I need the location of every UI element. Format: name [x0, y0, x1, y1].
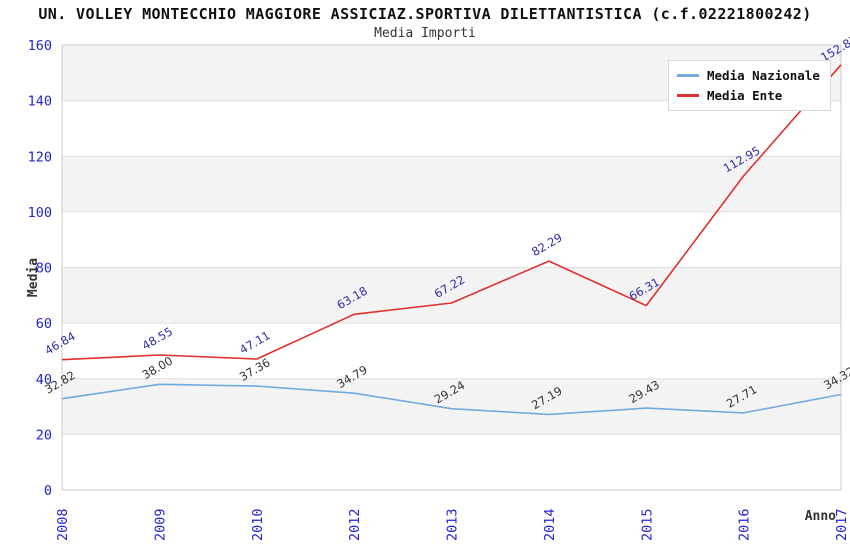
- plot-border: [61, 44, 842, 491]
- y-tick-label: 0: [44, 483, 52, 499]
- x-tick-label: 2010: [250, 508, 266, 541]
- y-tick-label: 140: [28, 94, 52, 110]
- legend-label: Media Ente: [707, 88, 783, 103]
- plot-band: [62, 378, 841, 435]
- x-tick-label: 2008: [55, 508, 71, 541]
- legend-line-swatch-blue: [677, 74, 699, 77]
- series-line-1: [61, 64, 842, 361]
- chart-subtitle: Media Importi: [374, 26, 476, 41]
- x-tick-label: 2017: [834, 508, 850, 541]
- legend: Media Nazionale Media Ente: [668, 60, 831, 111]
- x-tick-label: 2013: [445, 508, 461, 541]
- plot-band: [62, 156, 841, 212]
- legend-label: Media Nazionale: [707, 68, 820, 83]
- x-axis-title: Anno: [804, 509, 836, 524]
- x-tick-label: 2014: [542, 508, 558, 541]
- chart-title: UN. VOLLEY MONTECCHIO MAGGIORE ASSICIAZ.…: [38, 5, 812, 23]
- x-tick-label: 2009: [152, 508, 168, 541]
- y-tick-label: 40: [36, 372, 52, 388]
- y-tick-label: 60: [36, 316, 52, 332]
- x-tick-label: 2016: [737, 508, 753, 541]
- legend-item-media-nazionale: Media Nazionale: [677, 68, 820, 83]
- x-tick-label: 2015: [639, 508, 655, 541]
- x-tick-label: 2012: [347, 508, 363, 541]
- series-line-0: [61, 383, 842, 416]
- legend-item-media-ente: Media Ente: [677, 88, 820, 103]
- legend-line-swatch-red: [677, 94, 699, 97]
- plot-band: [62, 267, 841, 324]
- y-tick-label: 80: [36, 261, 52, 277]
- y-tick-label: 100: [28, 205, 52, 221]
- y-tick-label: 120: [28, 149, 52, 165]
- y-tick-label: 20: [36, 427, 52, 443]
- y-axis-title: Media: [26, 257, 42, 298]
- y-tick-label: 160: [28, 38, 52, 54]
